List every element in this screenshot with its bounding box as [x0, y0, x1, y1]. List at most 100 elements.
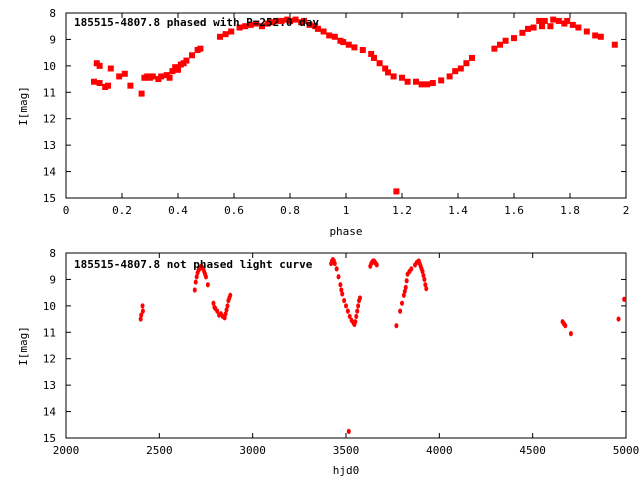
- unphased-x-tick-labels: 2000 2500 3000 3500 4000 4500 5000: [53, 444, 640, 457]
- phased-data-point: [511, 35, 517, 42]
- phased-data-point: [502, 37, 509, 44]
- unphased-x-tick-label: 2000: [53, 444, 80, 457]
- phased-data-point: [242, 23, 249, 30]
- unphased-data-point: [344, 303, 348, 309]
- phased-data-point: [452, 68, 459, 75]
- phased-data-point: [530, 24, 537, 31]
- unphased-data-point: [204, 274, 208, 280]
- phased-data-point: [525, 25, 531, 32]
- unphased-data-point: [353, 319, 358, 325]
- unphased-data-point: [211, 300, 216, 306]
- unphased-data-point: [346, 428, 351, 434]
- phased-x-tick-label: 0.8: [280, 204, 300, 217]
- unphased-y-axis-title: I[mag]: [17, 326, 30, 366]
- phased-data-point: [491, 45, 498, 52]
- phased-data-point: [368, 50, 375, 57]
- phased-data-point: [497, 41, 503, 48]
- phased-data-point: [463, 60, 470, 67]
- unphased-data-point: [338, 282, 343, 288]
- phased-data-point: [575, 24, 582, 31]
- phased-data-point: [555, 17, 562, 24]
- unphased-data-point: [400, 300, 404, 306]
- phased-data-point: [413, 78, 419, 85]
- phased-x-tick-label: 0: [63, 204, 70, 217]
- phased-data-point: [564, 17, 571, 24]
- phased-data-point: [404, 78, 411, 85]
- unphased-y-tick-label: 10: [43, 300, 56, 313]
- unphased-x-tick-label: 4500: [519, 444, 546, 457]
- unphased-data-point: [139, 312, 144, 318]
- unphased-data-point: [355, 308, 360, 314]
- phased-data-point: [385, 69, 391, 76]
- phased-data-point: [583, 28, 590, 35]
- phased-data-point: [105, 82, 111, 89]
- phased-data-point: [127, 82, 134, 89]
- unphased-data-point: [421, 272, 426, 279]
- phased-y-tick-label: 13: [43, 139, 56, 152]
- phased-data-point: [197, 45, 204, 52]
- unphased-x-axis-title: hjd0: [333, 464, 360, 477]
- phased-data-point: [547, 23, 554, 30]
- phased-data-point: [121, 70, 128, 77]
- unphased-data-point: [224, 307, 229, 313]
- unphased-data-point: [205, 282, 210, 288]
- phased-data-point: [301, 17, 307, 24]
- phased-panel-title: 185515-4807.8 phased with P=252.0 day: [74, 16, 319, 29]
- phased-data-point: [326, 32, 333, 39]
- unphased-y-tick-label: 11: [43, 326, 56, 339]
- unphased-data-points: [138, 257, 627, 434]
- phased-data-point: [236, 24, 243, 31]
- unphased-data-point: [347, 313, 352, 320]
- unphased-data-point: [228, 292, 233, 298]
- unphased-data-point: [568, 331, 573, 337]
- phased-y-tick-label: 10: [43, 60, 56, 73]
- unphased-data-point: [339, 287, 344, 293]
- unphased-data-point: [616, 316, 621, 322]
- phased-x-tick-label: 0.2: [112, 204, 132, 217]
- unphased-y-tick-labels: 8 9 10 11 12 13 14 15: [43, 247, 57, 445]
- unphased-data-point: [340, 291, 345, 297]
- phased-x-tick-label: 0.4: [168, 204, 188, 217]
- phased-data-point: [418, 81, 425, 88]
- unphased-data-point: [345, 308, 350, 314]
- unphased-axis-ticks: [65, 252, 627, 439]
- unphased-data-point: [423, 282, 428, 288]
- phased-x-tick-label: 1.8: [560, 204, 580, 217]
- unphased-data-point: [356, 303, 361, 309]
- unphased-data-point: [402, 288, 407, 294]
- phased-data-point: [541, 17, 548, 24]
- phased-data-point: [96, 62, 103, 69]
- phased-data-point: [259, 23, 265, 30]
- unphased-data-point: [374, 262, 379, 268]
- phased-data-point: [278, 17, 285, 24]
- unphased-data-point: [192, 287, 197, 293]
- unphased-data-point: [404, 278, 409, 284]
- phased-data-point: [597, 33, 604, 40]
- phased-data-point: [340, 39, 347, 46]
- phased-data-point: [306, 21, 313, 28]
- phased-data-point: [96, 80, 103, 87]
- phased-data-point: [331, 33, 338, 40]
- unphased-data-point: [409, 266, 414, 272]
- unphased-data-point: [223, 311, 228, 317]
- phased-data-point: [267, 19, 274, 26]
- phased-data-point: [429, 80, 436, 87]
- phased-data-point: [138, 90, 145, 97]
- phased-x-axis-title: phase: [329, 225, 362, 238]
- phased-data-point: [158, 73, 165, 80]
- unphased-y-tick-label: 14: [43, 406, 57, 419]
- phased-data-point: [424, 81, 431, 88]
- phased-data-point: [183, 57, 190, 64]
- phased-data-point: [569, 21, 576, 28]
- phased-data-point: [91, 78, 97, 85]
- unphased-data-point: [424, 286, 429, 292]
- phased-data-point: [611, 41, 618, 48]
- unphased-data-point: [354, 313, 359, 320]
- unphased-data-point: [358, 295, 362, 301]
- phased-data-point: [273, 17, 279, 24]
- phased-data-points: [91, 16, 618, 195]
- phased-data-point: [107, 65, 114, 72]
- unphased-data-point: [420, 268, 425, 275]
- phased-data-point: [371, 54, 377, 61]
